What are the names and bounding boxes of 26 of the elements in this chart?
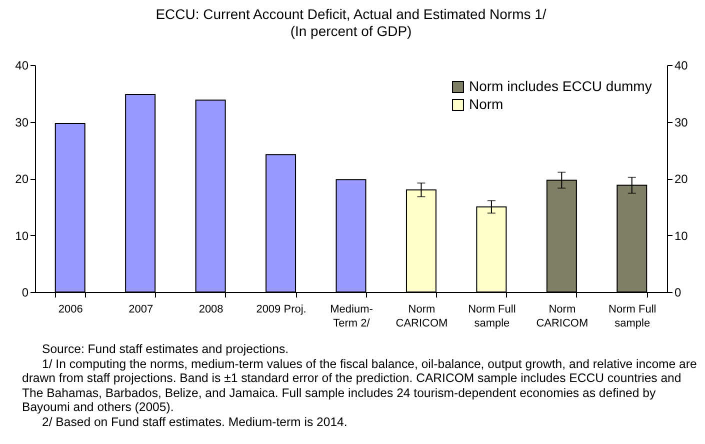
legend-label: Norm: [469, 96, 504, 112]
y-tick-label: 30: [15, 115, 29, 130]
x-tick-label: 2009 Proj.: [256, 304, 306, 316]
x-tick-label: Norm CARICOM: [396, 304, 448, 330]
y2-tick-label: 10: [674, 228, 688, 243]
x-tick-label: Norm Full sample: [468, 304, 516, 330]
y-tick-label: 0: [22, 286, 29, 300]
x-tick-label: Medium-Term 2/: [330, 304, 374, 330]
chart-subtitle: (In percent of GDP): [290, 23, 412, 39]
x-tick-label: 2006: [58, 304, 83, 316]
y2-tick-label: 20: [674, 172, 688, 186]
text: 2/ Based on Fund staff estimates. Medium-term is 2014.: [41, 414, 348, 430]
y-tick-label: 10: [15, 228, 29, 243]
source-note: Source: Fund staff estimates and projections.: [41, 342, 290, 357]
legend-label: Norm includes ECCU dummy: [469, 78, 652, 94]
x-tick-label: 2007: [128, 304, 154, 316]
chart-title: ECCU: Current Account Deficit, Actual and Estimated Norms 1/: [156, 6, 546, 22]
x-tick-label: Norm Full sample: [608, 304, 656, 330]
y2-tick-label: 0: [674, 286, 682, 300]
x-tick-label: 2008: [198, 304, 224, 316]
y2-tick-label: 40: [674, 58, 688, 72]
y-tick-label: 40: [15, 58, 29, 72]
text: 1/ In computing the norms, medium-term values of the fiscal balance, oil-balance, output growth, and relative income are drawn from staff projections. Band is ±1 standard error of the prediction. CARICOM sample includes ECCU countries and The Bahamas, Barbados, Belize, and Jamaica. Full sample includes 24 tourism-dependent economies as defined by Bayoumi and others (2005).: [22, 356, 697, 415]
x-tick-label: Norm CARICOM: [536, 304, 588, 330]
y-tick-label: 20: [15, 172, 29, 186]
y2-tick-label: 30: [674, 115, 688, 130]
